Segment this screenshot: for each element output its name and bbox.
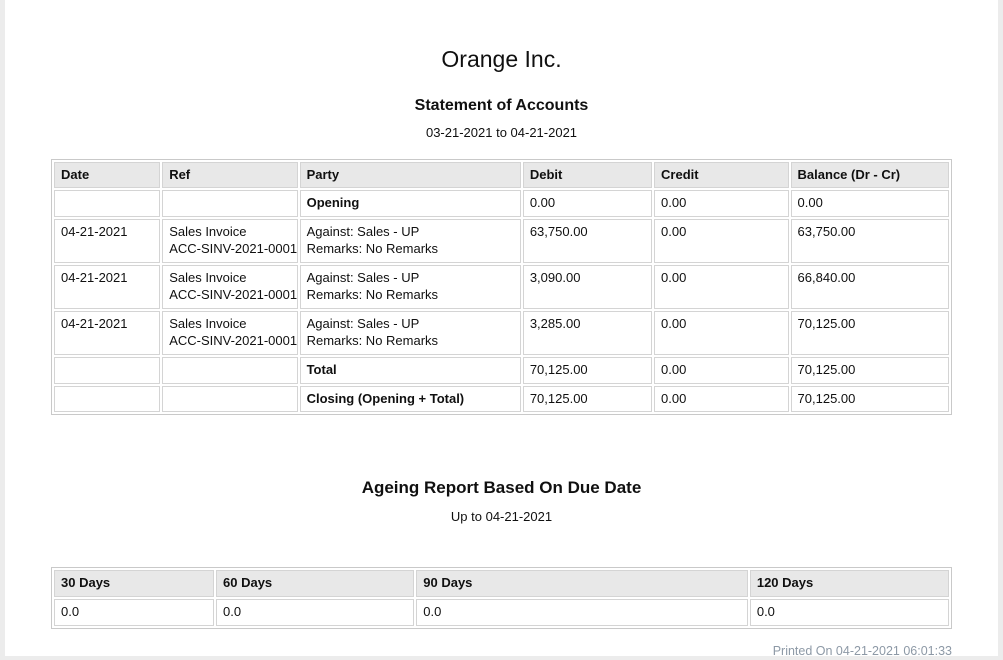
statement-row-closing: Closing (Opening + Total) 70,125.00 0.00…: [54, 385, 949, 413]
col-header-balance: Balance (Dr - Cr): [790, 161, 949, 189]
cell-credit: 0.00: [654, 219, 789, 264]
ageing-table: 30 Days 60 Days 90 Days 120 Days 0.0 0.0…: [51, 567, 952, 630]
cell-balance: 70,125.00: [790, 310, 949, 355]
cell-30-days: 0.0: [54, 599, 215, 627]
company-name: Orange Inc.: [441, 46, 562, 72]
cell-party: Against: Sales - UP Remarks: No Remarks: [299, 310, 521, 355]
cell-date: 04-21-2021: [54, 219, 161, 264]
ref-doctype: Sales Invoice: [169, 315, 247, 331]
cell-ref: Sales Invoice ACC-SINV-2021-00014: [162, 310, 298, 355]
party-against: Against: Sales - UP: [306, 270, 420, 286]
cell-debit: 0.00: [522, 190, 653, 218]
ref-docname: ACC-SINV-2021-00014: [169, 332, 298, 348]
cell-debit: 70,125.00: [522, 385, 653, 413]
cell-party: Against: Sales - UP Remarks: No Remarks: [299, 265, 521, 309]
cell-ref: [162, 356, 298, 384]
ref-docname: ACC-SINV-2021-00013: [169, 241, 298, 257]
cell-90-days: 0.0: [416, 599, 748, 627]
col-header-30-days: 30 Days: [54, 570, 215, 598]
cell-credit: 0.00: [654, 190, 789, 218]
cell-ref: [162, 190, 298, 218]
cell-party: Total: [299, 356, 521, 384]
cell-date: 04-21-2021: [54, 310, 161, 355]
printed-on-text: Printed On 04-21-2021 06:01:33: [772, 644, 952, 656]
party-remarks: Remarks: No Remarks: [306, 241, 439, 257]
cell-balance: 63,750.00: [790, 219, 949, 264]
cell-party: Against: Sales - UP Remarks: No Remarks: [299, 219, 521, 264]
statement-header-row: Date Ref Party Debit Credit Balance (Dr …: [54, 161, 949, 189]
statement-table: Date Ref Party Debit Credit Balance (Dr …: [51, 158, 952, 416]
cell-ref: Sales Invoice ACC-SINV-2021-00012: [162, 265, 298, 309]
col-header-date: Date: [54, 161, 161, 189]
cell-ref: [162, 385, 298, 413]
cell-120-days: 0.0: [749, 599, 949, 627]
party-against: Against: Sales - UP: [306, 224, 420, 240]
col-header-90-days: 90 Days: [416, 570, 748, 598]
col-header-credit: Credit: [654, 161, 789, 189]
cell-date: [54, 385, 161, 413]
report-page: Orange Inc. Statement of Accounts 03-21-…: [5, 0, 998, 656]
cell-60-days: 0.0: [216, 599, 415, 627]
ageing-subtitle: Up to 04-21-2021: [450, 508, 553, 524]
statement-row: 04-21-2021 Sales Invoice ACC-SINV-2021-0…: [54, 310, 949, 355]
ageing-values-row: 0.0 0.0 0.0 0.0: [54, 599, 949, 627]
cell-debit: 63,750.00: [522, 219, 653, 264]
ref-docname: ACC-SINV-2021-00012: [169, 286, 298, 302]
ageing-title: Ageing Report Based On Due Date: [361, 478, 642, 498]
cell-party: Closing (Opening + Total): [299, 385, 521, 413]
cell-credit: 0.00: [654, 385, 789, 413]
party-remarks: Remarks: No Remarks: [306, 332, 439, 348]
cell-debit: 3,090.00: [522, 265, 653, 309]
statement-title: Statement of Accounts: [414, 96, 589, 114]
col-header-debit: Debit: [522, 161, 653, 189]
cell-balance: 70,125.00: [790, 356, 949, 384]
col-header-party: Party: [299, 161, 521, 189]
col-header-ref: Ref: [162, 161, 298, 189]
col-header-120-days: 120 Days: [749, 570, 949, 598]
cell-date: [54, 190, 161, 218]
cell-credit: 0.00: [654, 310, 789, 355]
statement-period: 03-21-2021 to 04-21-2021: [425, 124, 578, 140]
cell-ref: Sales Invoice ACC-SINV-2021-00013: [162, 219, 298, 264]
cell-date: 04-21-2021: [54, 265, 161, 309]
cell-debit: 70,125.00: [522, 356, 653, 384]
party-remarks: Remarks: No Remarks: [306, 286, 439, 302]
statement-row: 04-21-2021 Sales Invoice ACC-SINV-2021-0…: [54, 265, 949, 309]
cell-credit: 0.00: [654, 356, 789, 384]
statement-row-total: Total 70,125.00 0.00 70,125.00: [54, 356, 949, 384]
statement-row-opening: Opening 0.00 0.00 0.00: [54, 190, 949, 218]
ref-doctype: Sales Invoice: [169, 224, 247, 240]
cell-credit: 0.00: [654, 265, 789, 309]
cell-date: [54, 356, 161, 384]
cell-debit: 3,285.00: [522, 310, 653, 355]
cell-party: Opening: [299, 190, 521, 218]
ageing-header-row: 30 Days 60 Days 90 Days 120 Days: [54, 570, 949, 598]
col-header-60-days: 60 Days: [216, 570, 415, 598]
cell-balance: 66,840.00: [790, 265, 949, 309]
cell-balance: 70,125.00: [790, 385, 949, 413]
ref-doctype: Sales Invoice: [169, 270, 247, 286]
party-against: Against: Sales - UP: [306, 315, 420, 331]
statement-row: 04-21-2021 Sales Invoice ACC-SINV-2021-0…: [54, 219, 949, 264]
cell-balance: 0.00: [790, 190, 949, 218]
